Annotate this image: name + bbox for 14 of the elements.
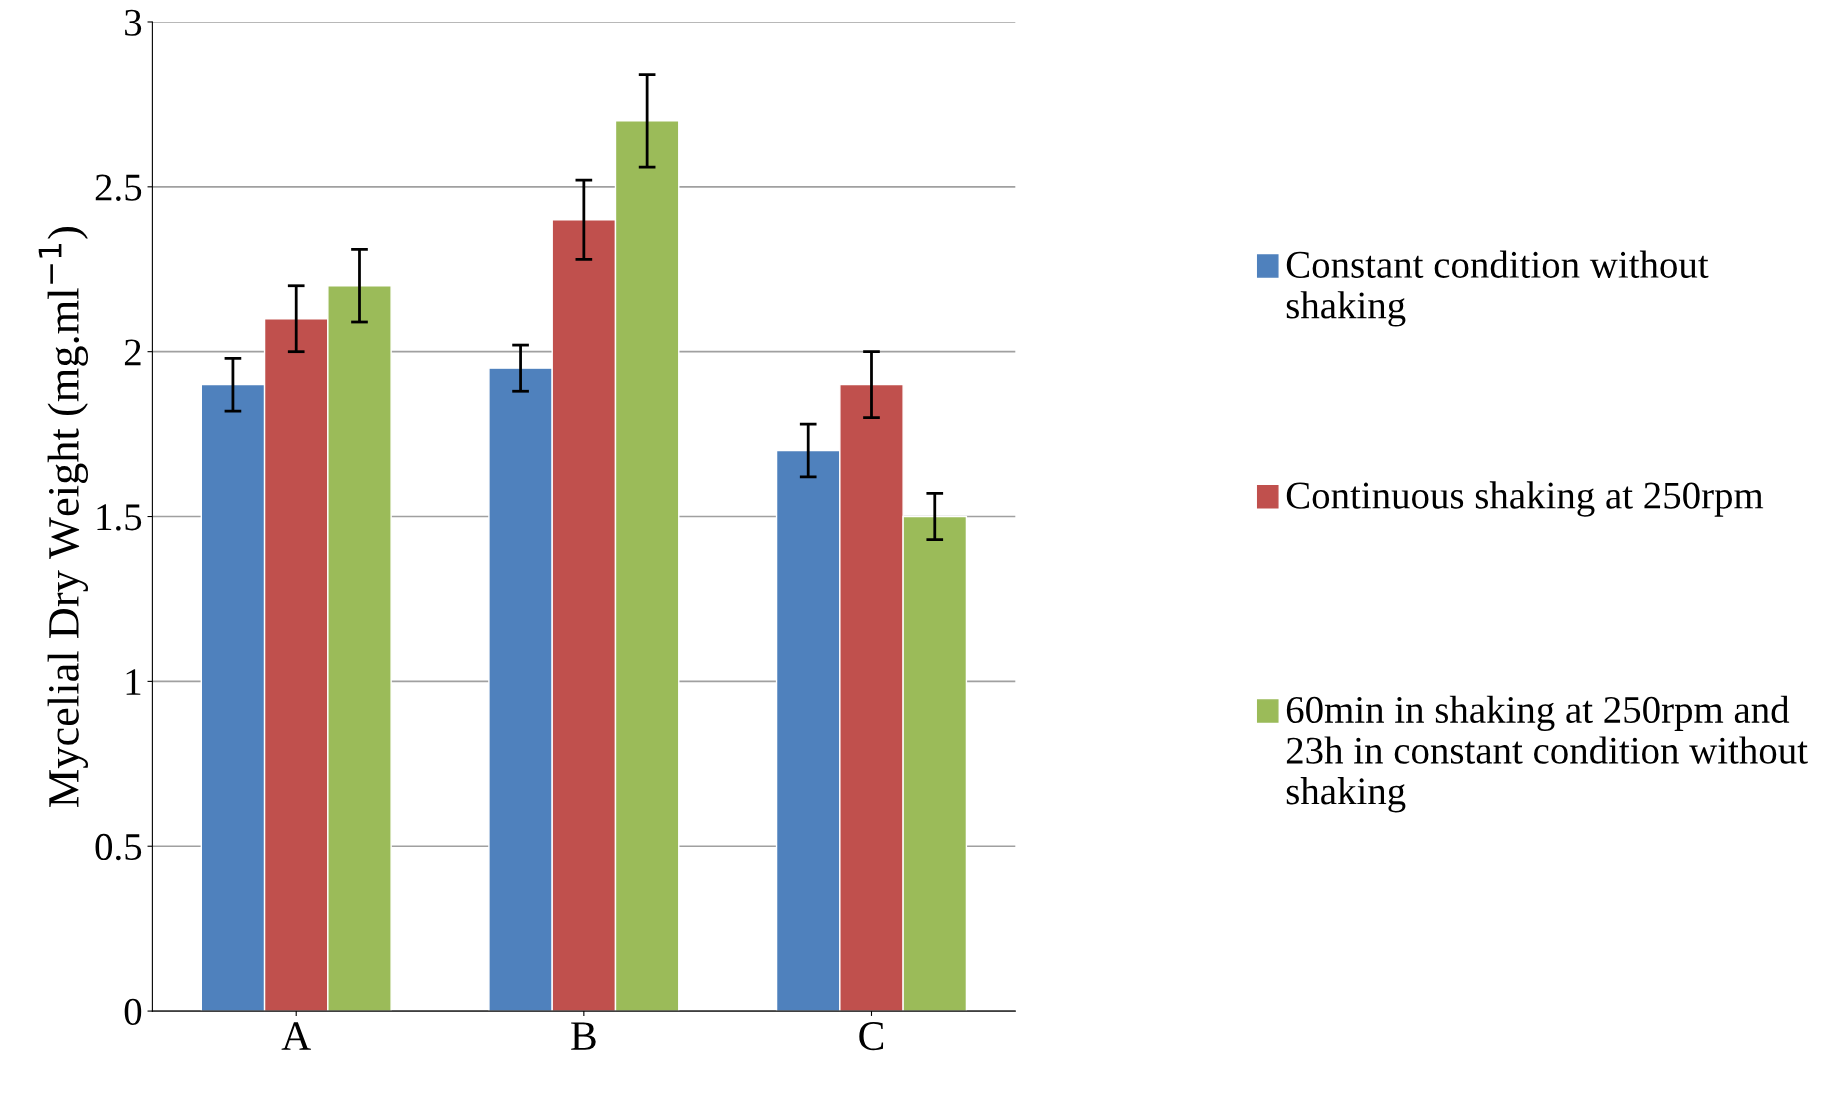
y-tick-label: 1.5 xyxy=(97,504,142,531)
y-tick-label: 1 xyxy=(126,669,141,695)
legend-label: Constant condition without shaking xyxy=(1286,250,1709,327)
y-tick-label: 0 xyxy=(124,998,142,1025)
y-tick-label: 2 xyxy=(124,339,141,366)
y-tick-label: 0.5 xyxy=(95,833,142,861)
x-tick-label: A xyxy=(281,1022,311,1050)
x-tick-label: B xyxy=(571,1022,596,1050)
y-tick-label: 2.5 xyxy=(95,174,142,201)
legend-label: 60min in shaking at 250rpm and 23h in constant condition without shaking xyxy=(1286,695,1808,813)
y-tick-label: 3 xyxy=(125,9,142,36)
legend-label: Continuous shaking at 250rpm xyxy=(1286,481,1764,517)
x-tick-label: C xyxy=(859,1022,884,1051)
y-axis-title: Mycelial Dry Weight (mg.ml$^{−1}$) xyxy=(38,227,89,808)
